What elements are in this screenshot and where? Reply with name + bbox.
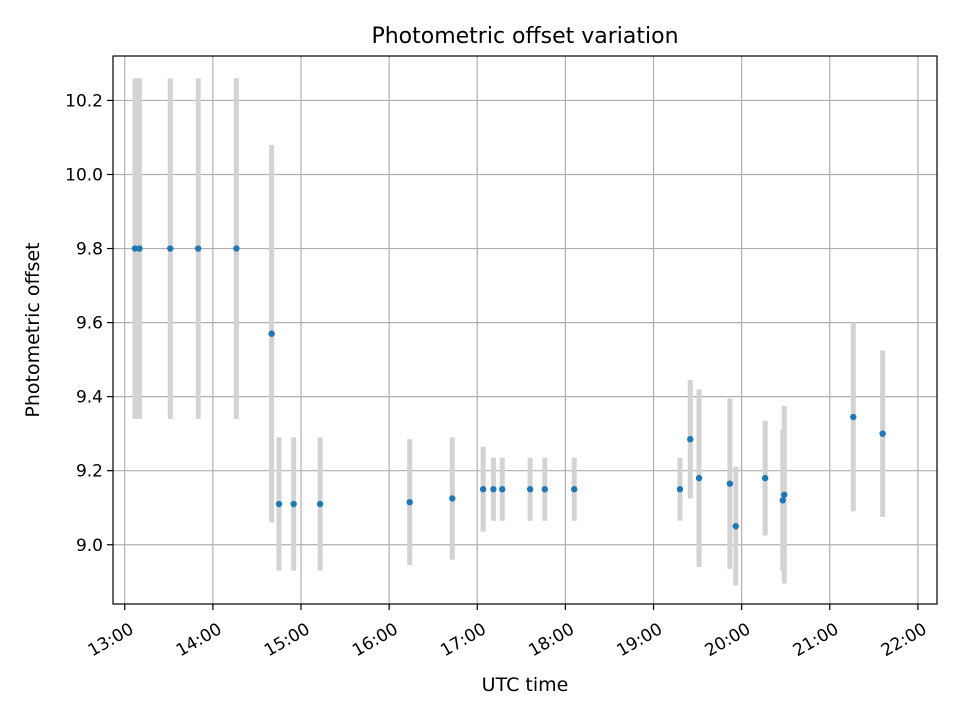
data-point [850, 413, 857, 421]
y-tick-label: 9.0 [76, 536, 103, 556]
data-points [131, 245, 886, 530]
y-tick-label: 9.8 [76, 240, 103, 260]
y-axis-ticks: 9.0 9.2 9.4 9.6 9.8 10.0 10.2 [65, 91, 113, 556]
y-tick-label: 9.4 [76, 388, 103, 408]
plot-frame [112, 55, 938, 605]
data-point [781, 491, 788, 498]
data-point [233, 245, 240, 252]
data-point [687, 436, 694, 443]
x-tick-label: 16:00 [349, 619, 401, 661]
data-point [499, 486, 506, 493]
x-tick-label: 15:00 [261, 619, 313, 661]
data-point [316, 500, 324, 508]
data-point [194, 245, 202, 252]
data-point [479, 486, 487, 493]
data-point [275, 500, 283, 508]
grid [113, 56, 937, 604]
y-tick-label: 9.2 [76, 462, 103, 482]
data-point [290, 500, 297, 508]
x-tick-label: 18:00 [525, 619, 577, 661]
data-point [449, 495, 456, 502]
data-point [131, 245, 139, 252]
data-point [541, 486, 549, 493]
y-tick-label: 9.6 [76, 314, 103, 334]
x-tick-label: 20:00 [702, 619, 754, 661]
data-point [879, 430, 886, 437]
data-point [761, 474, 769, 482]
y-axis-label: Photometric offset [22, 242, 44, 417]
error-bars [132, 78, 886, 586]
x-axis-ticks: 13:00 14:00 15:00 16:00 17:00 18:00 19:00 20:00… [85, 604, 930, 661]
x-tick-label: 14:00 [173, 619, 225, 661]
data-point [779, 497, 786, 504]
x-tick-label: 21:00 [790, 619, 842, 661]
data-point [406, 498, 413, 506]
data-point [526, 486, 534, 493]
data-point [167, 245, 174, 252]
data-point [726, 480, 734, 487]
x-tick-label: 19:00 [614, 619, 666, 661]
y-tick-label: 10.2 [65, 91, 103, 111]
chart-title: Photometric offset variation [371, 24, 678, 49]
x-tick-label: 17:00 [437, 619, 489, 661]
data-point [136, 245, 143, 252]
data-point [571, 486, 578, 493]
data-point [268, 330, 275, 337]
x-axis-label: UTC time [482, 674, 569, 696]
x-tick-label: 13:00 [85, 619, 137, 661]
y-tick-label: 10.0 [65, 165, 103, 185]
x-tick-label: 22:00 [878, 619, 930, 661]
data-point [676, 486, 684, 493]
data-point [732, 523, 739, 530]
data-point [695, 474, 703, 482]
data-point [490, 486, 497, 493]
